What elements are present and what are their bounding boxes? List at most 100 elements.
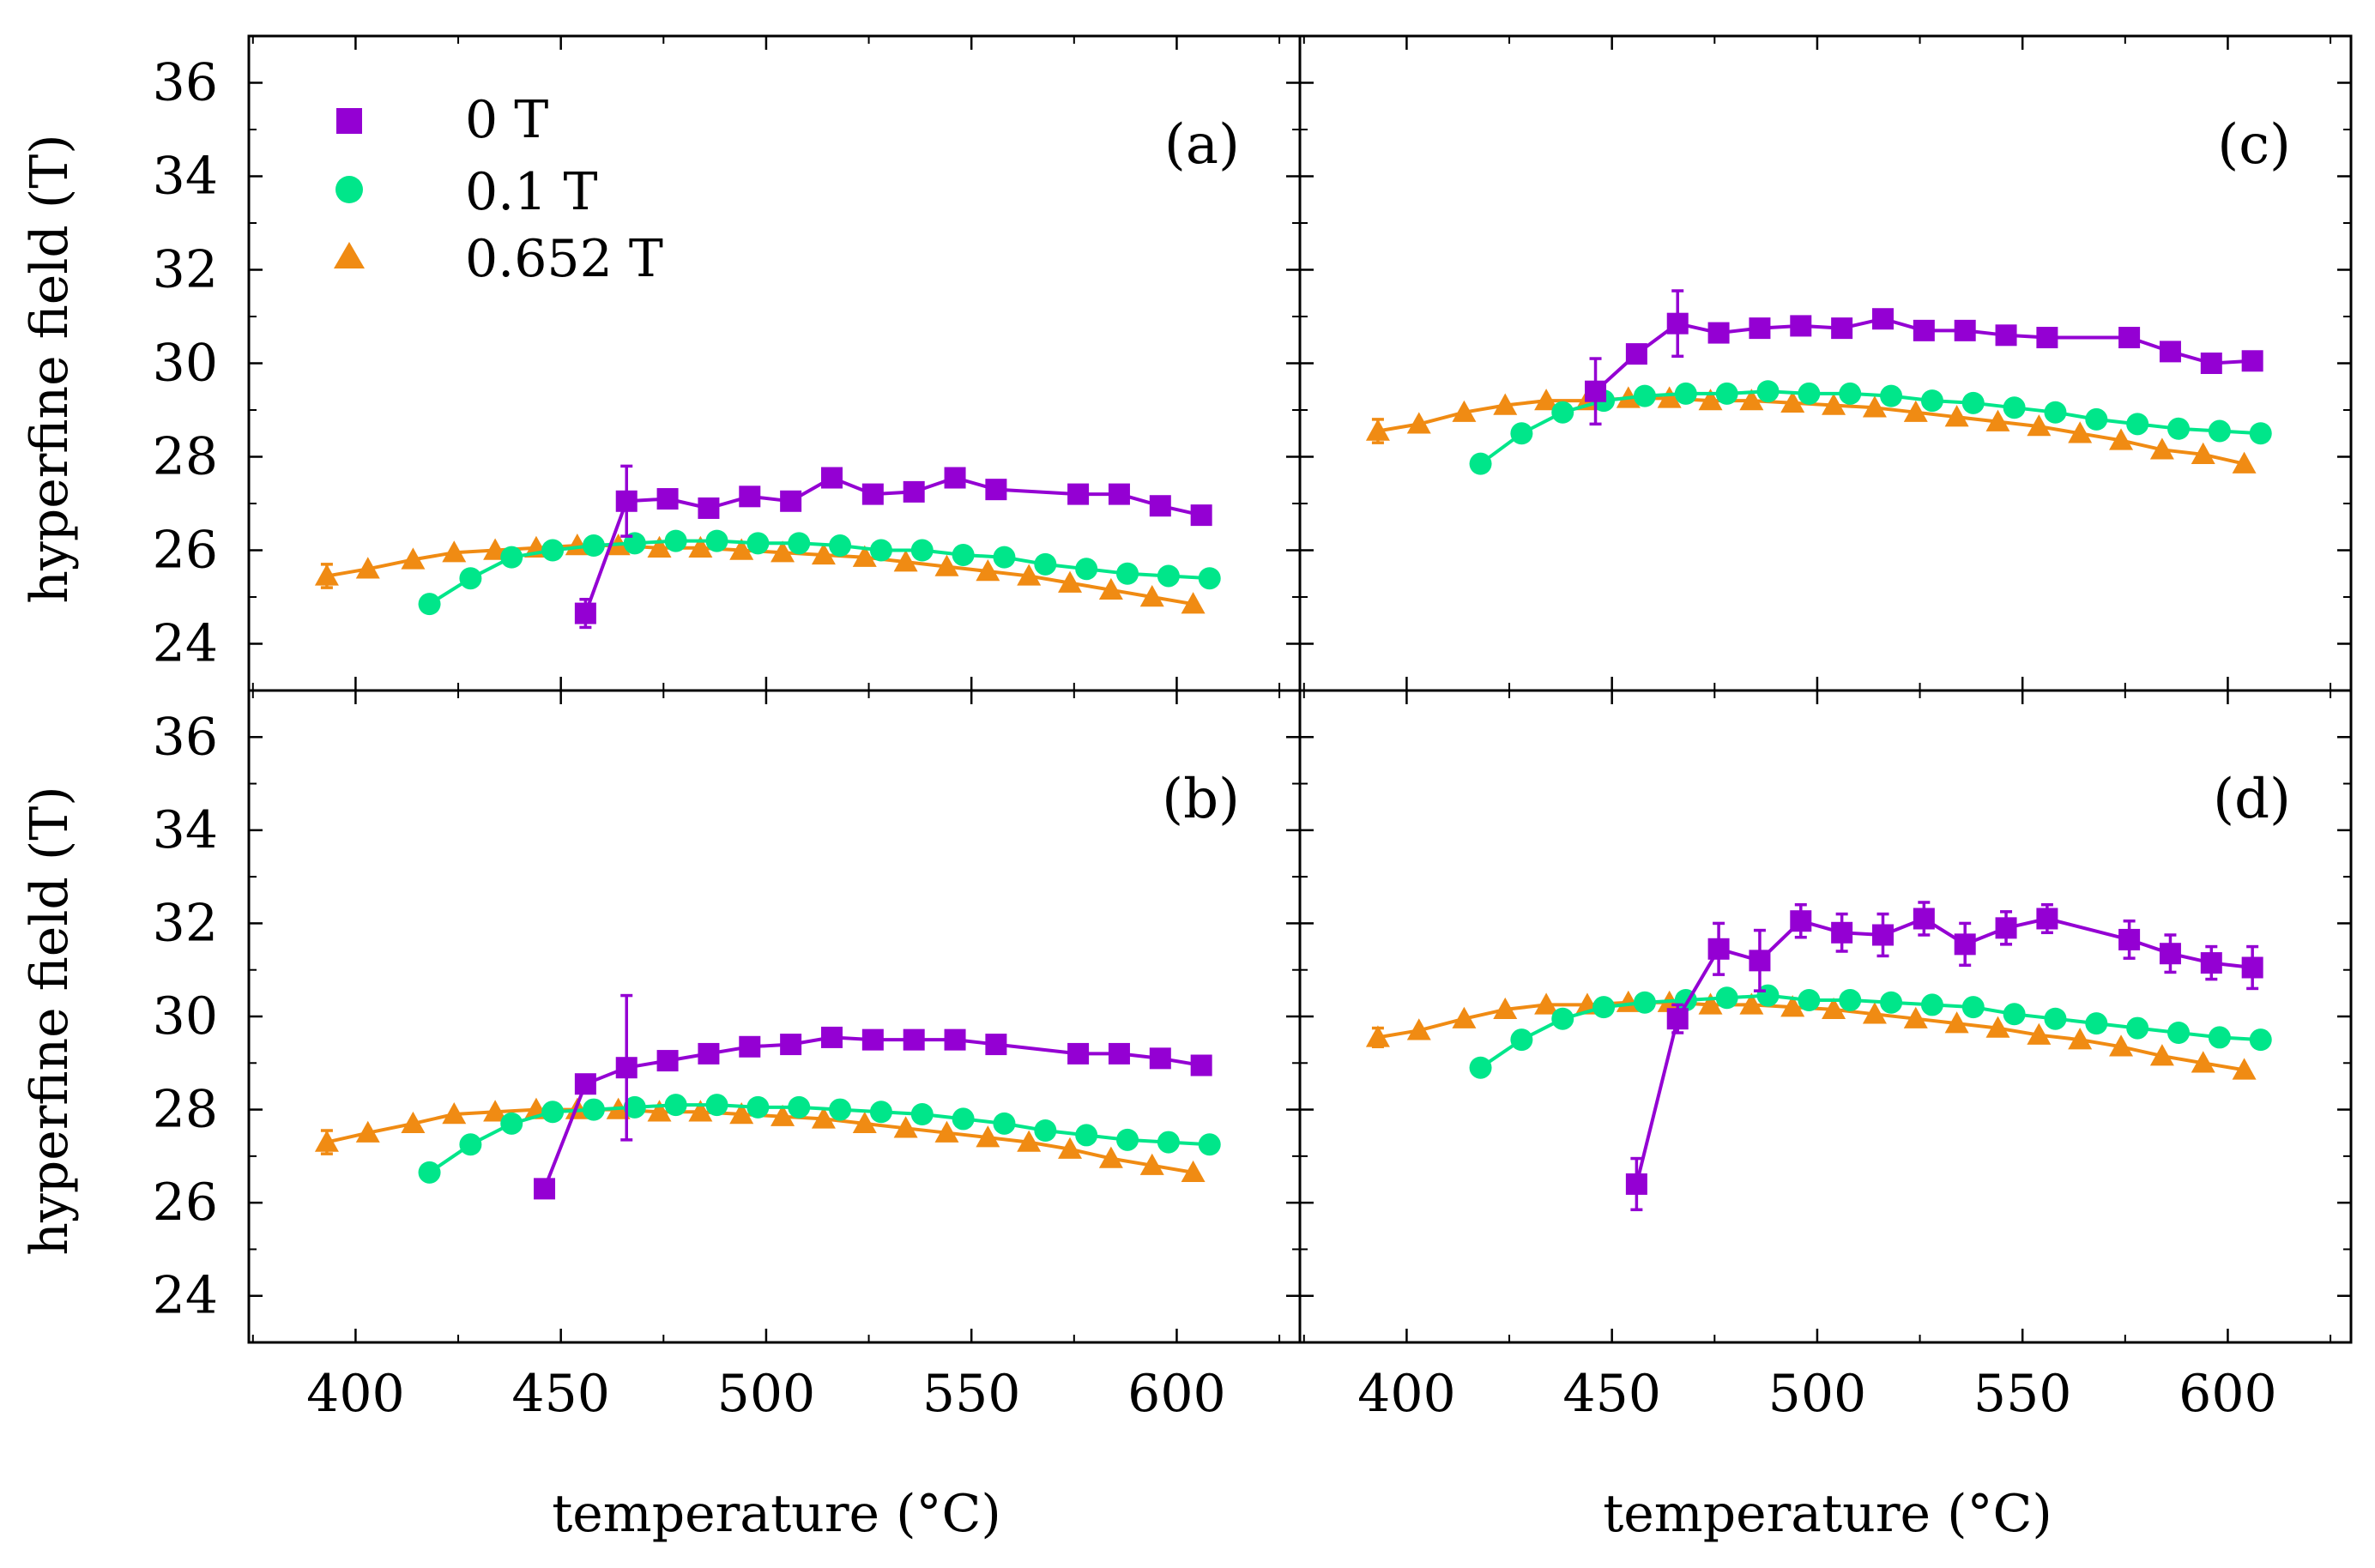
data-point-triangle <box>1534 389 1559 411</box>
data-point-circle <box>1961 996 1985 1019</box>
data-point-square <box>985 479 1007 501</box>
data-point-square <box>1749 950 1771 972</box>
data-point-circle <box>1920 389 1943 413</box>
data-point-circle <box>1920 993 1943 1016</box>
data-point-circle <box>418 1161 441 1184</box>
series-line <box>1377 396 2245 466</box>
data-point-square <box>1625 1173 1647 1195</box>
data-point-circle <box>2003 396 2026 419</box>
data-point-triangle <box>2068 1028 2093 1050</box>
data-point-circle <box>910 539 934 562</box>
data-point-circle <box>2167 1022 2191 1044</box>
data-point-triangle <box>1657 386 1682 408</box>
data-point-square <box>1666 1008 1689 1030</box>
data-point-square <box>1954 933 1976 956</box>
data-point-square <box>2200 353 2222 374</box>
data-point-square <box>2159 943 2181 965</box>
data-point-circle <box>582 1098 605 1121</box>
data-point-circle <box>459 1133 482 1156</box>
data-point-square <box>1871 924 1894 946</box>
data-point-circle <box>952 543 975 566</box>
data-point-circle <box>664 529 687 552</box>
data-point-triangle <box>852 1111 877 1134</box>
legend-label-0-1t: 0.1 T <box>465 162 598 222</box>
panels: (a) 24 26 28 30 32 34 36 (b) 400 450 500 550 600 24 26 2… <box>153 34 2353 1424</box>
data-point-square <box>1149 1047 1171 1070</box>
data-point-square <box>2118 928 2141 950</box>
data-point-circle <box>705 529 728 552</box>
data-point-triangle <box>771 1104 795 1126</box>
data-point-triangle <box>355 557 380 579</box>
data-point-circle <box>788 1095 811 1119</box>
data-point-triangle <box>1903 1006 1928 1028</box>
data-point-square <box>1995 324 2017 347</box>
data-point-triangle <box>976 559 1000 582</box>
data-point-circle <box>788 532 811 555</box>
x-tick-label: 450 <box>1562 1364 1661 1424</box>
data-point-triangle <box>483 1100 508 1122</box>
data-point-triangle <box>1780 390 1805 413</box>
data-point-circle <box>2044 401 2067 424</box>
y-tick-label: 28 <box>153 427 218 487</box>
data-point-circle <box>1116 562 1139 585</box>
data-point-triangle <box>934 554 959 576</box>
series-0-t <box>1625 901 2263 1212</box>
data-point-triangle <box>1017 1130 1042 1152</box>
data-point-triangle <box>893 1116 918 1138</box>
data-point-circle <box>1880 384 1903 407</box>
data-point-circle <box>2044 1007 2067 1030</box>
x-tick-label: 550 <box>1973 1364 2072 1424</box>
data-point-triangle <box>1862 1002 1887 1024</box>
data-point-circle <box>623 1095 646 1119</box>
y-tick-label: 32 <box>153 893 218 953</box>
data-point-circle <box>869 1101 892 1124</box>
series-0-1-t <box>418 529 1221 616</box>
data-point-circle <box>500 1112 523 1135</box>
data-point-triangle <box>1017 564 1042 586</box>
data-point-triangle <box>1698 992 1723 1015</box>
data-point-square <box>698 497 720 519</box>
data-point-triangle <box>2149 437 2174 460</box>
data-point-square <box>1108 1042 1130 1064</box>
data-point-square <box>985 1034 1007 1056</box>
y-tick-label: 36 <box>153 707 218 767</box>
series-0-t <box>1585 289 2263 426</box>
data-point-triangle <box>729 1102 754 1125</box>
data-point-circle <box>1551 401 1574 424</box>
data-point-circle <box>2249 1028 2272 1052</box>
data-point-circle <box>1674 382 1697 405</box>
data-point-triangle <box>1365 419 1390 441</box>
data-point-circle <box>2085 1012 2108 1035</box>
data-point-triangle <box>401 1111 426 1134</box>
data-point-circle <box>746 1095 770 1119</box>
data-point-circle <box>1469 1056 1492 1079</box>
data-point-square <box>944 467 966 489</box>
data-point-triangle <box>1181 1160 1206 1183</box>
data-point-square <box>739 1035 761 1058</box>
y-tick-label: 32 <box>153 240 218 300</box>
ylabel-bottom: hyperfine field (T) <box>20 786 80 1255</box>
data-point-triangle <box>729 538 754 560</box>
x-tick-label: 400 <box>306 1364 405 1424</box>
data-point-triangle <box>1739 992 1764 1015</box>
data-point-square <box>615 1057 638 1079</box>
data-point-triangle <box>2191 442 2215 464</box>
data-point-square <box>574 602 596 624</box>
y-tick-label: 26 <box>153 521 218 581</box>
panel-label: (b) <box>1162 768 1240 831</box>
data-point-square <box>1190 504 1212 527</box>
data-point-triangle <box>1534 992 1559 1015</box>
x-tick-label: 550 <box>922 1364 1021 1424</box>
data-point-square <box>1067 483 1090 505</box>
series-line <box>542 1035 1202 1190</box>
data-point-triangle <box>647 535 672 558</box>
data-point-triangle <box>1452 400 1477 422</box>
data-point-triangle <box>1406 412 1431 434</box>
data-point-triangle <box>1822 393 1846 415</box>
x-tick-label: 600 <box>1127 1364 1226 1424</box>
data-point-triangle <box>355 1120 380 1143</box>
series-0-1-t <box>1469 984 2272 1079</box>
data-point-triangle <box>1098 1146 1123 1168</box>
legend-entry-0t: 0 T <box>336 90 548 150</box>
panel-d: (d) 400 450 500 550 600 <box>1298 689 2353 1424</box>
